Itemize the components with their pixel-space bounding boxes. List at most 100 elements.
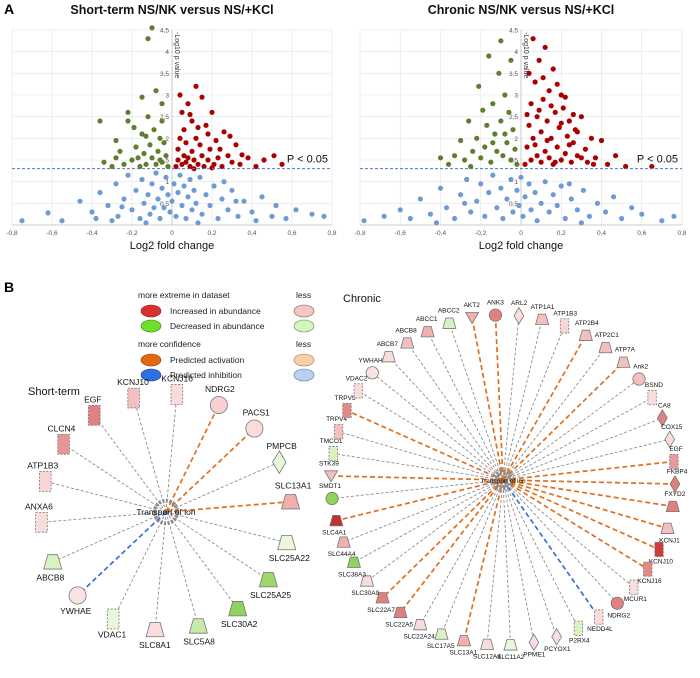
plot1-point-up (590, 161, 597, 167)
chronic-edge (427, 331, 504, 481)
chronic-node-label: BSND (645, 382, 663, 389)
chronic-node-trpv5 (342, 403, 352, 419)
plot1-y-tick-label: 4 (514, 49, 518, 56)
plot1-point-down (468, 163, 474, 170)
legend-header-right: less (296, 290, 311, 300)
plot1-point-ns (671, 213, 677, 219)
chronic-node-kcnj10 (654, 541, 664, 557)
plot0-y-tick-label: 2 (165, 136, 169, 143)
plot0-point-ns (259, 194, 265, 200)
chronic-node-kcnj1 (660, 522, 675, 534)
plot1-point-ns (516, 202, 522, 209)
chronic-node-label: TRPV4 (326, 416, 347, 423)
plot0-point-up (219, 163, 225, 170)
plot1-point-ns (474, 198, 480, 204)
plot1-point-up (546, 155, 552, 161)
plot0-point-ns (109, 218, 115, 224)
plot1-point-ns (397, 207, 403, 213)
plot1-point-ns (510, 209, 516, 215)
network-short-term: Transport of ion ABCB8 ANXA6 ATP1B3 CLCN4 EGF… (25, 373, 312, 650)
chronic-node-akt2 (464, 312, 480, 325)
plot0-point-ns (203, 192, 209, 198)
plot1-point-up (558, 157, 564, 163)
chronic-node-label: SLC22A24 (403, 634, 435, 641)
plot0-point-up (181, 153, 187, 159)
plot0-point-down (135, 155, 141, 161)
plot0-point-down (125, 118, 131, 124)
plot1-point-up (568, 159, 574, 165)
plot1-point-up (536, 107, 542, 113)
plot1-point-ns (562, 215, 568, 222)
plot1-point-ns (417, 196, 423, 202)
chronic-edge (502, 334, 587, 481)
short-term-edge (63, 443, 167, 513)
chronic-node-label: SLC22A5 (385, 621, 413, 628)
short-term-edge (165, 500, 291, 513)
chronic-edge (502, 397, 653, 481)
short-term-node-label: ATP1B3 (27, 460, 58, 470)
short-term-node-slc30a2 (228, 601, 248, 617)
chronic-node-label: NEDD4L (587, 626, 613, 633)
legend-activation-strong-swatch (140, 353, 162, 367)
chronic-node-label: SLC22A7 (367, 607, 395, 614)
plot0-point-up (187, 163, 193, 170)
plot1-point-ns (566, 181, 572, 187)
plot1-point-down (512, 146, 518, 152)
plot1-point-down (476, 83, 482, 89)
chronic-node-label: SLC12A4 (473, 653, 501, 660)
plot1-x-tick-label: -0,6 (395, 230, 407, 237)
plot0-point-ns (193, 200, 199, 206)
plot1-point-down (478, 155, 484, 161)
network-title-short-term: Short-term (28, 386, 80, 398)
plot0-point-up (197, 142, 203, 148)
short-term-node-vdac1 (106, 608, 120, 630)
plot1-point-up (552, 159, 558, 165)
plot0-point-down (149, 155, 155, 161)
short-term-node-label: SLC30A2 (221, 619, 258, 629)
plot0-point-ns (249, 209, 255, 215)
legend-increased-strong-swatch (140, 304, 162, 318)
plot1-point-up (574, 153, 580, 159)
short-term-edge (77, 511, 167, 597)
chronic-edge (366, 479, 504, 582)
short-term-node-slc25a22 (277, 534, 297, 551)
plot1-point-ns (629, 205, 635, 211)
plot0-point-up (229, 159, 235, 165)
chronic-edge (502, 325, 565, 481)
short-term-node-label: SLC8A1 (139, 640, 171, 650)
plot1-point-ns (498, 185, 504, 191)
plot1-point-ns (361, 218, 367, 224)
plot0-point-up (183, 140, 189, 146)
plot0-point-ns (181, 183, 187, 189)
chronic-node-label: ATP1B3 (553, 310, 577, 317)
plot0-point-down (131, 124, 137, 131)
plot0-point-ns (105, 202, 111, 209)
plot0-point-ns (165, 192, 171, 198)
chronic-node-slc4a1 (329, 515, 344, 527)
plot1-point-ns (437, 185, 444, 191)
plot1-point-up (574, 129, 580, 135)
chronic-node-label: MCUR1 (624, 596, 647, 603)
chronic-edge (502, 479, 673, 508)
plot1-point-ns (458, 192, 464, 198)
chronic-edge (346, 409, 504, 481)
plot0-point-up (205, 131, 211, 137)
short-term-node-label: SLC25A22 (269, 553, 310, 563)
plot0-point-ns (177, 172, 183, 178)
short-term-node-kcnj16 (170, 384, 184, 405)
plot1-point-ns (478, 181, 484, 187)
volcano-plot-short-term: Short-term NS/NK versus NS/+KCl -0,8 -0,6 -… (6, 3, 336, 252)
plot1-point-up (550, 66, 556, 72)
plot0-point-down (97, 118, 103, 124)
plot0-point-down (101, 159, 107, 165)
plot1-point-up (528, 157, 534, 163)
short-term-edge (165, 427, 255, 513)
plot1-point-down (474, 135, 480, 141)
plot0-point-ns (241, 198, 247, 204)
plot0-point-up (189, 148, 195, 154)
plot0-point-down (143, 133, 149, 139)
chronic-edge (502, 479, 511, 645)
plot0-point-ns (77, 198, 83, 204)
plot1-y-tick-label: 1,5 (509, 158, 518, 165)
